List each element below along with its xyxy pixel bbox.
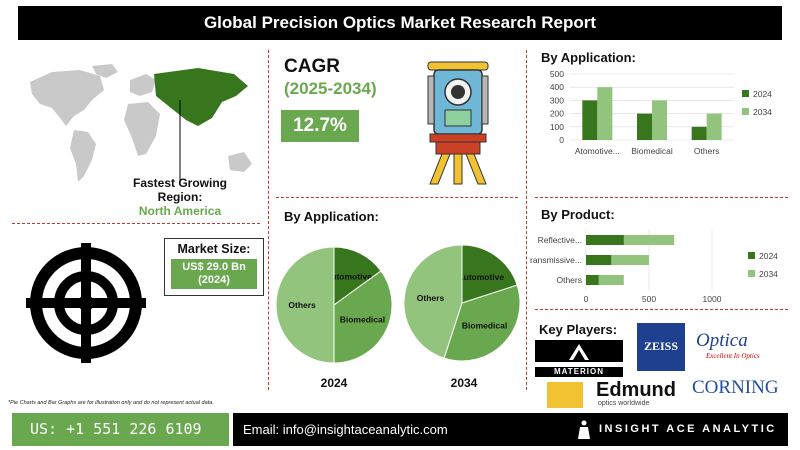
market-size-badge: US$ 29.0 Bn (2024)	[171, 259, 257, 289]
key-players-title: Key Players:	[539, 322, 618, 337]
disclaimer: *Pie Charts and Bar Graphs are for illus…	[8, 400, 214, 406]
edmund-text: Edmund	[596, 379, 676, 401]
report-title: Global Precision Optics Market Research …	[18, 6, 782, 40]
x-tick-label: Atomotive...	[575, 146, 620, 156]
divider-left-h	[12, 223, 260, 224]
region-label: Fastest Growing Region:	[132, 176, 227, 204]
bar-transmissive-2024	[586, 255, 612, 265]
y-tick-label: 100	[550, 122, 564, 132]
pie-slice-biomedical	[443, 284, 521, 362]
pie-year-2024: 2024	[320, 376, 348, 390]
optica-tagline: Excellent In Optics	[706, 352, 760, 360]
pie-label-others: Others	[417, 293, 445, 303]
cagr-title: CAGR	[284, 56, 340, 77]
market-size-label: Market Size:	[177, 242, 251, 256]
market-size-year: (2024)	[198, 274, 230, 286]
bar-transmissive-2034	[586, 255, 649, 265]
legend-label-2034: 2034	[753, 107, 772, 117]
x-tick-label: 500	[642, 294, 656, 304]
region-value: North America	[138, 204, 222, 218]
bar-prod-title: By Product:	[541, 207, 615, 222]
x-tick-label: Biomedical	[631, 146, 673, 156]
x-tick-label: Others	[694, 146, 720, 156]
divider-right	[526, 50, 527, 390]
materion-text: MATERION	[535, 367, 623, 377]
bar-others-2024	[586, 275, 599, 285]
pie-slice-automotive	[333, 246, 382, 306]
pie-section-title: By Application:	[284, 209, 379, 224]
y-tick-label: Others	[556, 275, 582, 285]
pie-label-others: Others	[288, 300, 316, 310]
materion-logo-mark	[535, 340, 623, 362]
materion-logo: MATERION	[535, 340, 623, 377]
y-tick-label: 200	[550, 109, 564, 119]
zeiss-text: ZEISS	[643, 339, 679, 353]
bar-chart-application: 0 100 200 300 400 500 Atomotive... Biomedical Ot…	[550, 69, 772, 156]
legend-swatch-2024	[742, 90, 749, 97]
pie-slice-others	[403, 244, 463, 359]
bar-reflective-2024	[586, 235, 624, 245]
bar-atomotive-2024	[582, 100, 598, 140]
zeiss-logo: ZEISS	[637, 323, 685, 371]
bar-biomedical-2034	[652, 100, 667, 140]
pie-label-automotive: Automotive	[457, 272, 504, 282]
pie-year-2034: 2034	[450, 376, 478, 390]
bar-reflective-2034	[586, 235, 675, 245]
divider-left	[268, 50, 269, 390]
x-tick-label: 0	[584, 294, 589, 304]
pie-slice-automotive	[461, 244, 518, 304]
x-tick-label: 1000	[703, 294, 722, 304]
footer-email[interactable]: Email: info@insightaceanalytic.com	[243, 422, 448, 437]
divider-right-h1	[535, 197, 788, 198]
legend-label-2024: 2024	[753, 89, 772, 99]
pie-chart-2024: Automotive Biomedical Others	[275, 246, 393, 364]
optica-text: Optica	[696, 330, 748, 351]
market-size-box: Market Size: US$ 29.0 Bn (2024)	[164, 238, 264, 296]
y-tick-label: Transmissive...	[530, 255, 582, 265]
market-size-value: US$ 29.0 Bn	[182, 261, 246, 273]
world-map	[30, 64, 252, 184]
insightace-logo-icon	[578, 420, 590, 439]
pie-label-automotive: Automotive	[325, 272, 372, 282]
legend-swatch-2034	[748, 270, 755, 277]
footer-brand: INSIGHT ACE ANALYTIC	[599, 423, 777, 435]
divider-mid-h	[276, 197, 518, 198]
bar-others-2034	[586, 275, 624, 285]
y-tick-label: 0	[559, 135, 564, 145]
corning-logo: CORNING	[692, 377, 779, 398]
cagr-value: 12.7%	[281, 110, 359, 142]
pie-chart-2034: Automotive Biomedical Others	[403, 244, 521, 362]
y-tick-label: 400	[550, 82, 564, 92]
bar-chart-product: 0 500 1000 Reflective... Transmissive... Othe…	[530, 230, 778, 304]
y-tick-label: 500	[550, 69, 564, 79]
edmund-tagline: optics worldwide	[598, 400, 650, 407]
bar-others-2024	[691, 126, 707, 140]
divider-right-h2	[535, 309, 788, 310]
target-icon	[26, 243, 146, 363]
optica-logo: Optica Excellent In Optics	[696, 330, 786, 360]
pie-label-biomedical: Biomedical	[340, 314, 385, 324]
edmund-logo-mark	[547, 382, 583, 408]
bar-biomedical-2024	[637, 113, 652, 140]
pie-label-biomedical: Biomedical	[462, 321, 507, 331]
legend-label-2024: 2024	[759, 251, 778, 261]
legend-swatch-2024	[748, 252, 755, 259]
pie-slice-others	[275, 246, 335, 364]
y-tick-label: 300	[550, 95, 564, 105]
pie-slice-biomedical	[333, 270, 393, 364]
footer-bar: Email: info@insightaceanalytic.com INSIG…	[233, 413, 788, 446]
legend-swatch-2034	[742, 108, 749, 115]
surveying-instrument-icon	[427, 61, 489, 185]
bar-atomotive-2034	[597, 87, 613, 140]
bar-others-2034	[706, 113, 722, 140]
cagr-period: (2025-2034)	[284, 79, 377, 98]
legend-label-2034: 2034	[759, 269, 778, 279]
bar-app-title: By Application:	[541, 50, 636, 65]
footer-phone[interactable]: US: +1 551 226 6109	[12, 413, 229, 446]
y-tick-label: Reflective...	[538, 235, 582, 245]
